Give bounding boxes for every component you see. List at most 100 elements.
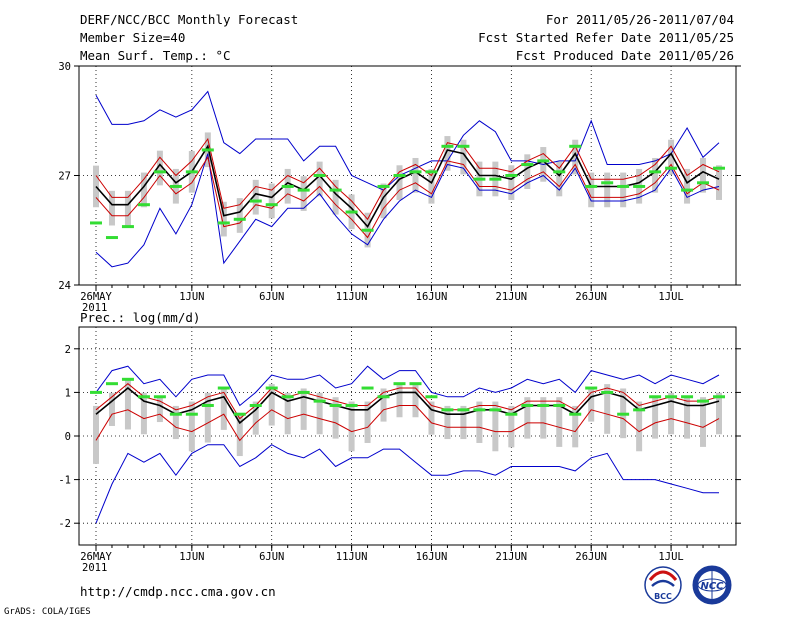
ncc-logo-text: NCC	[700, 581, 724, 592]
prec-ytick-label: 1	[65, 387, 71, 399]
temp-box	[220, 201, 227, 237]
prec-box	[604, 384, 611, 434]
prec-box	[508, 405, 515, 448]
prec-box	[284, 392, 291, 435]
temp-box	[444, 136, 451, 171]
temp-ytick-label: 24	[58, 280, 71, 292]
prec-box	[716, 392, 722, 435]
temp-box	[300, 176, 307, 211]
temp-box	[460, 139, 467, 175]
temp-box	[620, 172, 627, 208]
temp-box	[716, 165, 722, 200]
footer-url[interactable]: http://cmdp.ncc.cma.gov.cn	[80, 584, 276, 599]
prec-box	[556, 397, 563, 447]
prec-box	[316, 392, 323, 435]
temp-min-line	[95, 153, 720, 268]
prec-box	[668, 392, 675, 435]
prec-box	[684, 397, 691, 439]
prec-ytick-label: -2	[58, 518, 71, 530]
temp-lower-line	[95, 156, 720, 239]
prec-box	[220, 388, 227, 430]
prec-box	[93, 405, 99, 464]
chart-title: DERF/NCC/BCC Monthly Forecast	[80, 12, 298, 27]
prec-box	[460, 405, 467, 440]
prec-box	[524, 397, 531, 439]
prec-xtick-label: 11JUN	[336, 551, 368, 563]
temp-xtick-label: 26JUN	[575, 291, 607, 303]
prec-xtick-year-label: 2011	[82, 562, 107, 574]
temp-box	[556, 161, 563, 197]
ncc-logo: NCC	[692, 565, 732, 605]
prec-xtick-label: 21JUN	[496, 551, 528, 563]
temp-box	[508, 165, 515, 200]
prec-min-line	[95, 444, 719, 524]
temp-box	[140, 172, 147, 208]
prec-max-line	[95, 365, 720, 407]
temp-xtick-label: 11JUN	[336, 291, 368, 303]
prec-box	[540, 397, 547, 439]
prec-box	[444, 405, 451, 440]
prec-ytick-label: 2	[65, 344, 71, 356]
member-size-label: Member Size=40	[80, 30, 185, 45]
prec-mean-line	[95, 386, 720, 425]
temp-box	[588, 172, 595, 208]
temp-xtick-label: 21JUN	[496, 291, 528, 303]
prec-xtick-label: 1JUN	[179, 551, 204, 563]
precip-panel-title: Prec.: log(mm/d)	[80, 310, 200, 325]
prec-box	[252, 401, 259, 435]
variable-label: Mean Surf. Temp.: °C	[80, 48, 231, 63]
prec-box	[124, 379, 131, 430]
temp-box	[380, 183, 387, 219]
prec-box	[476, 401, 483, 443]
prec-box	[140, 392, 147, 435]
prec-box	[652, 397, 659, 439]
prec-lower-line	[95, 405, 720, 442]
temp-box	[108, 190, 115, 226]
temp-mean-line	[95, 144, 720, 228]
temp-box	[316, 161, 323, 197]
temp-box	[684, 168, 691, 204]
prec-box	[380, 388, 387, 422]
temp-xtick-label: 6JUN	[259, 291, 284, 303]
bcc-logo-text: BCC	[654, 592, 672, 601]
temp-box	[93, 165, 99, 208]
forecast-period-label: For 2011/05/26-2011/07/04	[546, 12, 734, 27]
temp-xtick-year-label: 2011	[82, 302, 107, 314]
temp-box	[668, 139, 675, 175]
prec-box	[108, 392, 115, 426]
prec-box	[204, 392, 211, 443]
temp-xtick-label: 26MAY	[80, 291, 112, 303]
fcst-started-label: Fcst Started Refer Date 2011/05/25	[478, 30, 734, 45]
temp-box	[572, 139, 579, 175]
temp-xtick-label: 1JUN	[179, 291, 204, 303]
prec-box	[572, 405, 579, 448]
fcst-produced-label: Fcst Produced Date 2011/05/26	[516, 48, 734, 63]
temp-box	[252, 179, 259, 215]
temp-box	[524, 154, 531, 190]
temp-box	[412, 157, 419, 193]
temp-ytick-label: 30	[58, 61, 71, 73]
prec-box	[300, 388, 307, 430]
prec-box	[588, 388, 595, 422]
prec-xtick-label: 1JUL	[658, 551, 683, 563]
bcc-logo: BCC	[644, 566, 682, 604]
prec-xtick-label: 26MAY	[80, 551, 112, 563]
temp-ytick-label: 27	[58, 171, 71, 183]
prec-box	[396, 384, 403, 418]
temp-box	[700, 157, 707, 193]
temp-box	[332, 179, 339, 215]
prec-box	[636, 401, 643, 452]
temp-box	[124, 190, 131, 226]
prec-box	[364, 401, 371, 443]
prec-xtick-label: 16JUN	[416, 551, 448, 563]
temp-box	[428, 168, 435, 204]
prec-upper-line	[95, 383, 720, 420]
prec-box	[156, 397, 163, 423]
temp-box	[236, 198, 243, 233]
temp-max-line	[95, 90, 720, 191]
temp-xtick-label: 16JUN	[416, 291, 448, 303]
prec-xtick-label: 26JUN	[575, 551, 607, 563]
